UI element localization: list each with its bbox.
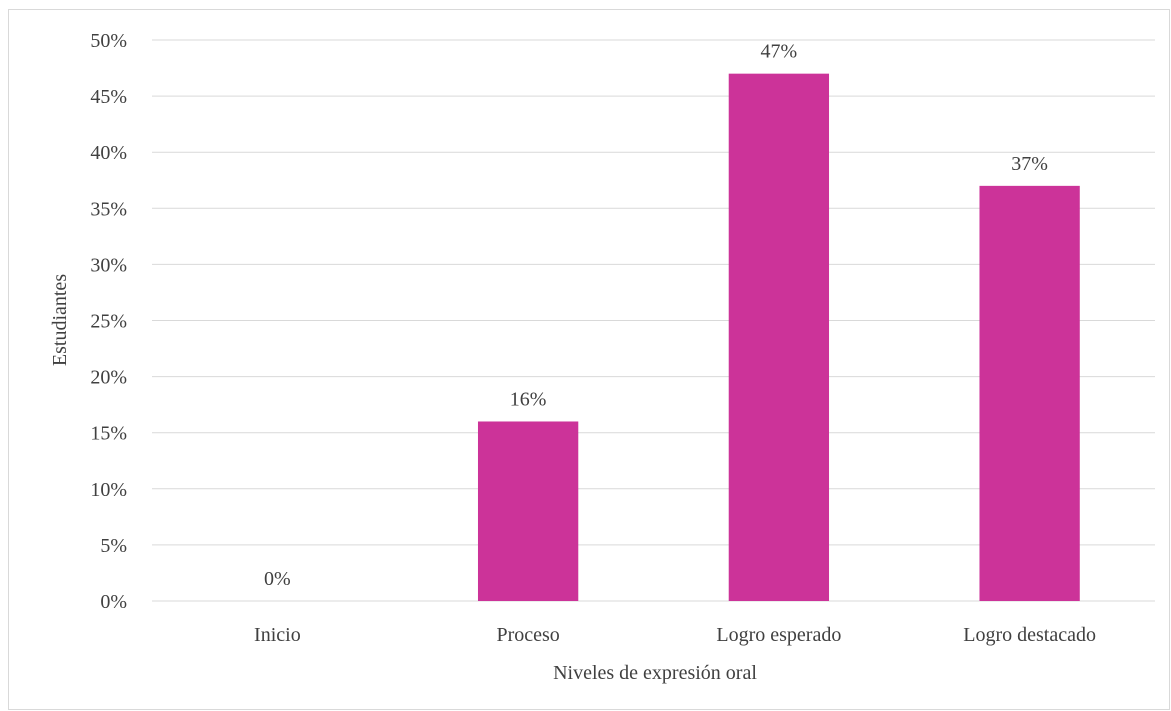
x-tick-label: Proceso [496, 624, 559, 646]
y-tick-label: 35% [90, 198, 127, 220]
y-tick-label: 50% [90, 30, 127, 52]
x-tick-label: Logro esperado [716, 624, 841, 646]
y-tick-label: 45% [90, 86, 127, 108]
x-tick-label: Inicio [254, 624, 301, 646]
y-tick-label: 5% [100, 535, 127, 557]
y-tick-label: 15% [90, 423, 127, 445]
x-tick-label: Logro destacado [963, 624, 1096, 646]
bars [477, 73, 1080, 602]
data-labels: 0% 16% 47% 37% [264, 41, 1048, 590]
y-tick-label: 25% [90, 311, 127, 333]
x-tick-labels: Inicio Proceso Logro esperado Logro destaca… [254, 624, 1096, 646]
y-tick-label: 0% [100, 591, 127, 613]
y-tick-label: 30% [90, 254, 127, 276]
x-axis-title: Niveles de expresión oral [553, 662, 757, 684]
data-label: 47% [761, 41, 798, 63]
y-tick-label: 40% [90, 142, 127, 164]
y-tick-label: 20% [90, 367, 127, 389]
bar [979, 185, 1080, 602]
chart-frame [8, 9, 1170, 710]
bar [477, 421, 579, 601]
data-label: 37% [1011, 153, 1048, 175]
data-label: 16% [510, 388, 547, 410]
data-label: 0% [264, 568, 291, 590]
y-tick-label: 10% [90, 479, 127, 501]
y-axis-title: Estudiantes [49, 274, 71, 366]
y-tick-labels: 0% 5% 10% 15% 20% 25% 30% 35% 40% 45% 50% [90, 30, 127, 613]
bar [728, 73, 830, 601]
